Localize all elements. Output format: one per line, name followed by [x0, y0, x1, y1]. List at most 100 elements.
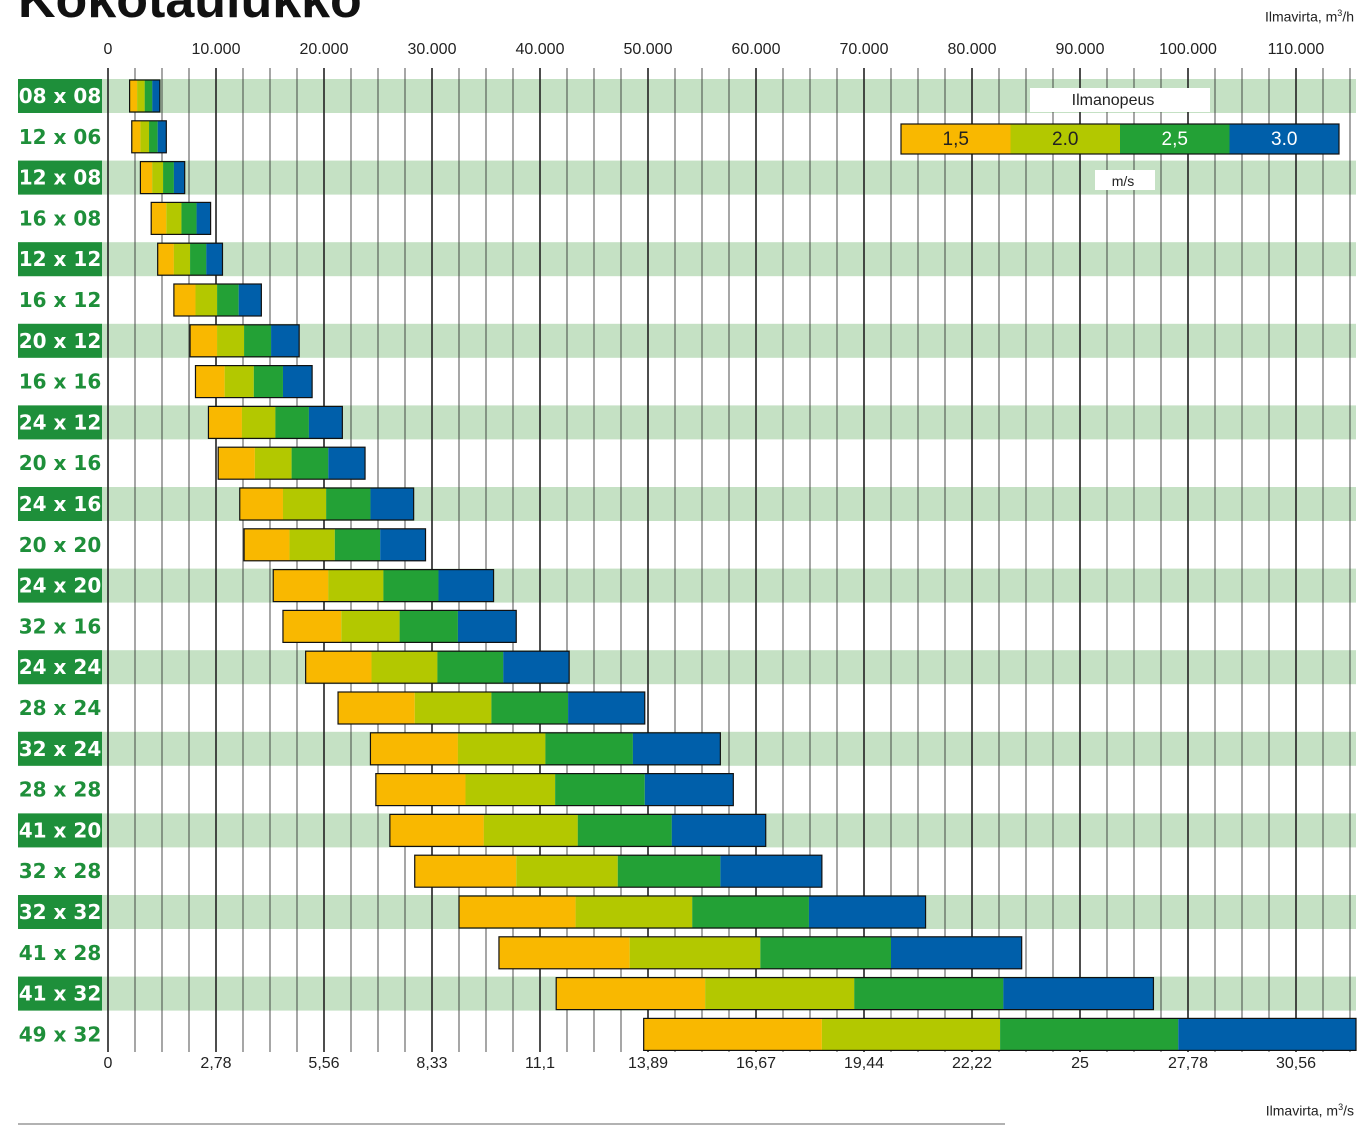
legend-title: Ilmanopeus [1072, 92, 1155, 109]
bar-outline [207, 405, 343, 439]
row-label: 20 x 20 [19, 533, 102, 557]
bar-segment [208, 406, 242, 439]
row-label: 12 x 08 [19, 166, 102, 190]
row-label: 20 x 16 [19, 451, 102, 475]
bottom-tick-label: 19,44 [844, 1055, 884, 1072]
row-band [18, 242, 1356, 277]
legend-label: 3.0 [1271, 129, 1297, 150]
bar-segment [568, 692, 645, 724]
bar-outline [194, 365, 313, 399]
bar-segment [195, 365, 225, 398]
top-tick-label: 40.000 [516, 41, 565, 58]
bottom-tick-label: 11,1 [525, 1055, 555, 1072]
top-tick-label: 60.000 [732, 41, 781, 58]
bar-segment [760, 936, 891, 969]
bar-segment [370, 488, 414, 520]
bar-segment [282, 365, 313, 398]
bar-segment [380, 528, 426, 561]
row-label: 16 x 12 [19, 288, 102, 312]
bar-segment [457, 732, 546, 765]
top-tick-label: 10.000 [192, 41, 241, 58]
bar-segment [326, 488, 371, 520]
bar-outline [131, 120, 167, 154]
bottom-tick-label: 5,56 [308, 1055, 339, 1072]
row-label: 16 x 16 [19, 370, 102, 394]
bottom-tick-label: 2,78 [200, 1055, 231, 1072]
bar-segment [328, 569, 384, 602]
bottom-tick-label: 16,67 [736, 1055, 776, 1072]
bar-segment [503, 651, 570, 684]
top-tick-label: 50.000 [624, 41, 673, 58]
bar-outline [139, 161, 186, 195]
top-tick-label: 90.000 [1056, 41, 1105, 58]
bar-segment [217, 284, 239, 316]
bottom-tick-label: 30,56 [1276, 1055, 1316, 1072]
bottom-tick-label: 27,78 [1168, 1055, 1208, 1072]
bar-segment [375, 773, 466, 806]
bar-segment [144, 80, 153, 112]
top-axis-label: Ilmavirta, m3/h [1264, 8, 1354, 25]
bar-segment [271, 324, 300, 357]
row-label: 32 x 24 [19, 737, 102, 761]
legend-swatch [901, 124, 1011, 154]
bar-outline [129, 79, 161, 113]
row-label-bg [18, 895, 102, 929]
bar-segment [438, 569, 494, 602]
top-tick-label: 80.000 [948, 41, 997, 58]
row-label-bg [18, 568, 102, 603]
row-label: 32 x 32 [19, 900, 102, 924]
bar-segment [151, 202, 167, 235]
bar-outline [189, 324, 300, 358]
bar-outline [243, 528, 427, 562]
velocity-legend: Ilmanopeus 1,5 2.0 2,5 3.0 m/s [900, 88, 1340, 190]
bar-outline [239, 487, 415, 521]
row-label-bg [18, 323, 102, 358]
bar-segment [465, 773, 556, 806]
top-tick-label: 110.000 [1268, 41, 1325, 58]
bar-segment [399, 610, 458, 643]
bar-segment [821, 1018, 1001, 1051]
bar-outline [458, 895, 927, 929]
bar-segment [459, 896, 576, 928]
bar-segment [131, 120, 141, 153]
bottom-tick-label: 8,33 [416, 1055, 447, 1072]
bar-segment [575, 896, 693, 928]
bar-segment [244, 324, 272, 357]
bar-segment [577, 814, 672, 847]
bar-outline [157, 242, 224, 276]
bar-segment [389, 814, 484, 847]
bar-segment [218, 447, 255, 480]
bar-segment [129, 80, 138, 112]
row-label: 24 x 20 [19, 574, 102, 598]
bar-outline [389, 813, 767, 848]
bar-outline [150, 201, 212, 235]
top-tick-label: 100.000 [1159, 41, 1217, 58]
bar-segment [498, 936, 630, 969]
bar-outline [337, 691, 646, 725]
row-label-bg [18, 405, 102, 440]
bar-segment [137, 80, 145, 112]
bar-segment [371, 651, 438, 684]
bar-segment [190, 243, 207, 276]
row-label-bg [18, 813, 102, 848]
bar-segment [414, 855, 517, 888]
bar-segment [173, 161, 185, 194]
row-label: 24 x 16 [19, 492, 102, 516]
row-label: 12 x 06 [19, 125, 102, 149]
row-label: 28 x 28 [19, 778, 102, 802]
bar-segment [555, 773, 645, 806]
bar-segment [671, 814, 766, 847]
bottom-tick-label: 25 [1071, 1055, 1089, 1072]
bar-outline [282, 609, 517, 644]
bar-segment [282, 610, 342, 643]
bar-segment [253, 365, 283, 398]
legend-label: 1,5 [943, 129, 969, 150]
bar-segment [383, 569, 439, 602]
bar-segment [854, 977, 1004, 1010]
row-label: 32 x 28 [19, 859, 102, 883]
bar-segment [516, 855, 618, 888]
row-label: 28 x 24 [19, 696, 102, 720]
bar-outline [643, 1017, 1357, 1052]
row-label: 20 x 12 [19, 329, 102, 353]
row-label: 41 x 28 [19, 941, 102, 965]
